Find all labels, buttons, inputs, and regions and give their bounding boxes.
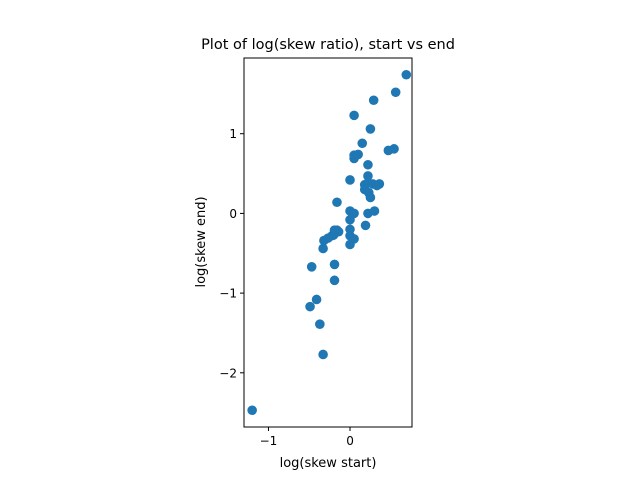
data-point-2 (311, 294, 322, 305)
data-point-4 (318, 349, 328, 360)
data-point-24 (349, 208, 359, 219)
data-point-44 (365, 124, 376, 134)
data-point-7 (329, 259, 340, 270)
y-axis-label: log(skew end) (194, 196, 209, 287)
data-point-0 (247, 405, 257, 416)
data-point-39 (365, 192, 376, 203)
data-point-48 (390, 87, 401, 98)
data-point-5 (306, 262, 317, 272)
x-axis-ticks: −1 0 (260, 427, 354, 448)
data-point-29 (349, 110, 359, 121)
x-tick-label: 0 (346, 434, 354, 448)
y-tick-label: −2 (219, 366, 237, 380)
data-point-1 (305, 301, 315, 312)
x-axis-label: log(skew start) (280, 456, 377, 471)
data-point-42 (374, 179, 385, 189)
data-point-16 (329, 225, 340, 235)
plot-frame (243, 57, 413, 428)
data-point-21 (349, 234, 359, 244)
data-point-8 (318, 243, 328, 254)
data-point-31 (360, 220, 371, 231)
y-tick-label: −1 (219, 287, 237, 301)
data-points (247, 69, 412, 416)
data-point-43 (363, 159, 373, 170)
data-point-49 (401, 69, 412, 80)
data-point-28 (353, 149, 363, 160)
data-point-37 (363, 171, 373, 181)
y-axis-ticks: −2 −1 0 1 (219, 127, 244, 380)
x-tick-label: −1 (260, 434, 278, 448)
chart-title: Plot of log(skew ratio), start vs end (201, 37, 455, 53)
data-point-3 (315, 319, 325, 329)
data-point-45 (368, 95, 379, 106)
data-point-47 (389, 144, 399, 154)
data-point-33 (369, 206, 380, 216)
data-point-25 (345, 175, 355, 185)
y-tick-label: 0 (229, 207, 237, 221)
data-point-30 (357, 138, 368, 149)
data-point-20 (345, 224, 355, 235)
data-point-17 (332, 197, 342, 208)
data-point-6 (329, 275, 340, 286)
y-tick-label: 1 (229, 127, 237, 141)
